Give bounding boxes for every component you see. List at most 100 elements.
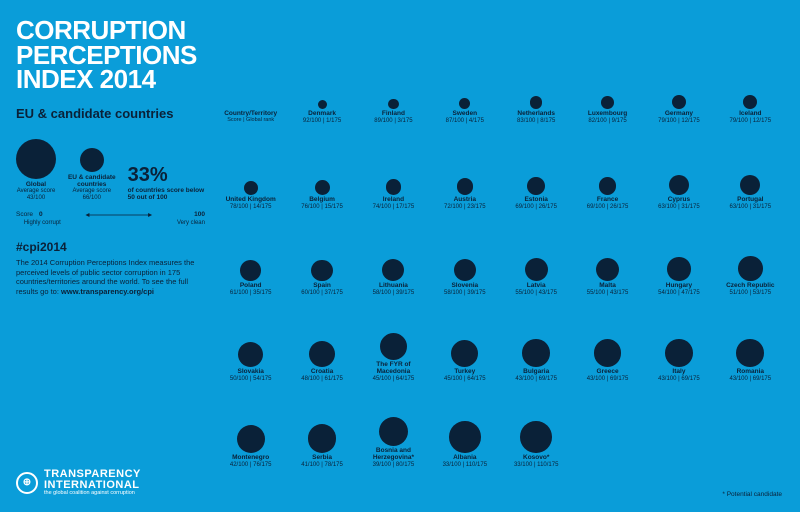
country-dot [665, 339, 693, 367]
country-cell: Lithuania58/100 | 39/175 [358, 216, 429, 296]
country-value: 51/100 | 53/175 [730, 290, 772, 296]
country-cell: Finland89/100 | 3/175 [358, 44, 429, 124]
country-dot [311, 260, 332, 281]
country-grid: Country/TerritoryScore | Global rankDenm… [215, 44, 786, 468]
org-logo: ⊕TRANSPARENCYINTERNATIONALthe global coa… [16, 469, 141, 496]
legend-global-dot [16, 139, 56, 179]
country-cell: United Kingdom78/100 | 14/175 [215, 130, 286, 210]
grid-row: Country/TerritoryScore | Global rankDenm… [215, 44, 786, 124]
scale-low-val: 0 [39, 211, 43, 218]
country-dot [599, 177, 617, 195]
legend-region-dot [80, 148, 104, 172]
country-dot [449, 421, 480, 452]
scale-label: Score [16, 211, 33, 218]
country-cell: Montenegro42/100 | 76/175 [215, 388, 286, 468]
country-dot [743, 95, 757, 109]
org-name: TRANSPARENCYINTERNATIONAL [44, 469, 141, 490]
country-value: 33/100 | 110/175 [443, 462, 488, 468]
country-cell: Bulgaria43/100 | 69/175 [501, 302, 572, 382]
country-name: Belgium [309, 197, 335, 204]
logo-mark-icon: ⊕ [16, 472, 38, 494]
country-name: Kosovo* [523, 455, 549, 462]
country-name: Lithuania [379, 283, 408, 290]
country-dot [527, 177, 545, 195]
description: The 2014 Corruption Perceptions Index me… [16, 258, 205, 296]
main-title: CORRUPTION PERCEPTIONS INDEX 2014 [16, 18, 205, 92]
country-dot [522, 339, 550, 367]
country-name: Germany [665, 111, 693, 118]
country-dot [308, 424, 336, 452]
scale-high-val: 100 [194, 211, 205, 218]
country-dot [738, 256, 763, 281]
country-name: Slovakia [237, 369, 263, 376]
country-name: Iceland [739, 111, 761, 118]
country-cell: Latvia55/100 | 43/175 [501, 216, 572, 296]
legend-region: EU & candidate countries Average score 6… [66, 148, 118, 201]
country-dot [380, 333, 407, 360]
country-name: United Kingdom [226, 197, 276, 204]
footnote: * Potential candidate [722, 491, 782, 498]
country-dot [601, 96, 614, 109]
country-cell: Spain60/100 | 37/175 [286, 216, 357, 296]
scale-low-txt: Highly corrupt [24, 220, 61, 226]
country-dot [669, 175, 689, 195]
country-dot [315, 180, 330, 195]
country-cell: Denmark92/100 | 1/175 [286, 44, 357, 124]
grid-row: Slovakia50/100 | 54/175Croatia48/100 | 6… [215, 302, 786, 382]
country-value: 76/100 | 15/175 [301, 204, 343, 210]
country-value: 63/100 | 31/175 [658, 204, 700, 210]
country-dot [672, 95, 686, 109]
country-cell: Austria72/100 | 23/175 [429, 130, 500, 210]
country-cell: Cyprus63/100 | 31/175 [643, 130, 714, 210]
country-value: 92/100 | 1/175 [303, 118, 341, 124]
country-cell: Portugal63/100 | 31/175 [715, 130, 786, 210]
country-dot [740, 175, 760, 195]
legend-stat: 33% of countries score below 50 out of 1… [128, 164, 205, 201]
grid-header-sub: Score | Global rank [227, 118, 274, 124]
country-name: Finland [382, 111, 405, 118]
country-name: Malta [599, 283, 616, 290]
country-name: Bulgaria [523, 369, 549, 376]
country-name: Austria [454, 197, 476, 204]
country-value: 83/100 | 8/175 [517, 118, 555, 124]
country-dot [520, 421, 551, 452]
country-name: Montenegro [232, 455, 269, 462]
country-name: Greece [597, 369, 619, 376]
country-dot [388, 99, 398, 109]
country-name: Portugal [737, 197, 763, 204]
grid-row: Poland61/100 | 35/175Spain60/100 | 37/17… [215, 216, 786, 296]
country-cell: Romania43/100 | 69/175 [715, 302, 786, 382]
country-value: 43/100 | 69/175 [730, 376, 772, 382]
country-value: 45/100 | 64/175 [373, 376, 415, 382]
country-name: Romania [737, 369, 764, 376]
infographic-page: CORRUPTION PERCEPTIONS INDEX 2014 EU & c… [0, 0, 800, 512]
legend-global-label: Global [16, 181, 56, 188]
country-dot [379, 417, 408, 446]
description-link: www.transparency.org/cpi [61, 287, 154, 296]
country-value: 78/100 | 14/175 [230, 204, 272, 210]
country-cell: The FYR of Macedonia45/100 | 64/175 [358, 302, 429, 382]
country-dot [596, 258, 619, 281]
country-value: 39/100 | 80/175 [373, 462, 415, 468]
country-value: 74/100 | 17/175 [373, 204, 415, 210]
country-grid-panel: Country/TerritoryScore | Global rankDenm… [215, 0, 800, 512]
country-cell: Croatia48/100 | 61/175 [286, 302, 357, 382]
legend-region-sub: Average score 66/100 [66, 188, 118, 201]
country-cell: Hungary54/100 | 47/175 [643, 216, 714, 296]
country-name: Sweden [453, 111, 478, 118]
country-dot [238, 342, 263, 367]
country-name: Czech Republic [726, 283, 774, 290]
country-value: 58/100 | 39/175 [444, 290, 486, 296]
legend-stat-pct: 33% [128, 164, 205, 187]
country-dot [309, 341, 335, 367]
country-name: Latvia [527, 283, 546, 290]
country-dot [736, 339, 764, 367]
country-name: Turkey [454, 369, 475, 376]
country-value: 54/100 | 47/175 [658, 290, 700, 296]
country-value: 41/100 | 78/175 [301, 462, 343, 468]
legend-global-sub: Average score 43/100 [16, 188, 56, 201]
country-value: 87/100 | 4/175 [446, 118, 484, 124]
country-cell: Kosovo*33/100 | 110/175 [501, 388, 572, 468]
country-value: 69/100 | 26/175 [515, 204, 557, 210]
country-dot [451, 340, 478, 367]
